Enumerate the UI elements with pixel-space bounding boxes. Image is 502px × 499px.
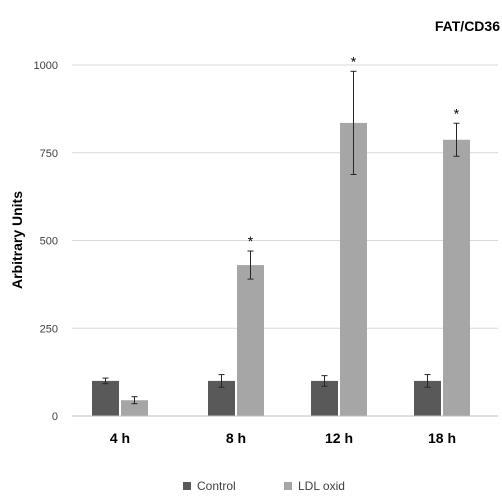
y-tick-label: 500 — [40, 236, 58, 248]
bar-ldl-oxid — [443, 139, 470, 416]
x-tick-label: 4 h — [110, 430, 130, 446]
y-tick-label: 0 — [52, 411, 58, 423]
axes: 0 250 500 750 1000 4 h 8 h 12 h 18 h — [34, 60, 498, 446]
legend-label: LDL oxid — [298, 479, 345, 493]
legend-swatch — [284, 482, 292, 490]
x-tick-label: 18 h — [428, 430, 456, 446]
error-bars — [102, 70, 460, 405]
bar-ldl-oxid — [237, 265, 264, 416]
chart-title: FAT/CD36 — [435, 18, 500, 34]
bars — [92, 122, 470, 416]
significance-mark: * — [248, 233, 254, 249]
legend-label: Control — [197, 479, 236, 493]
y-tick-label: 750 — [40, 148, 58, 160]
y-tick-label: 250 — [40, 323, 58, 335]
legend-swatch — [183, 482, 191, 490]
significance-mark: * — [351, 53, 357, 69]
bar-control — [92, 380, 119, 416]
y-axis-label: Arbitrary Units — [9, 191, 25, 289]
x-tick-label: 8 h — [226, 430, 246, 446]
significance-annotations: * * * — [248, 53, 460, 249]
y-tick-label: 1000 — [34, 60, 58, 72]
gridlines — [72, 64, 498, 329]
significance-mark: * — [454, 105, 460, 121]
legend: Control LDL oxid — [183, 479, 345, 493]
bar-control — [311, 380, 338, 416]
bar-ldl-oxid — [121, 400, 148, 416]
x-tick-label: 12 h — [325, 430, 353, 446]
